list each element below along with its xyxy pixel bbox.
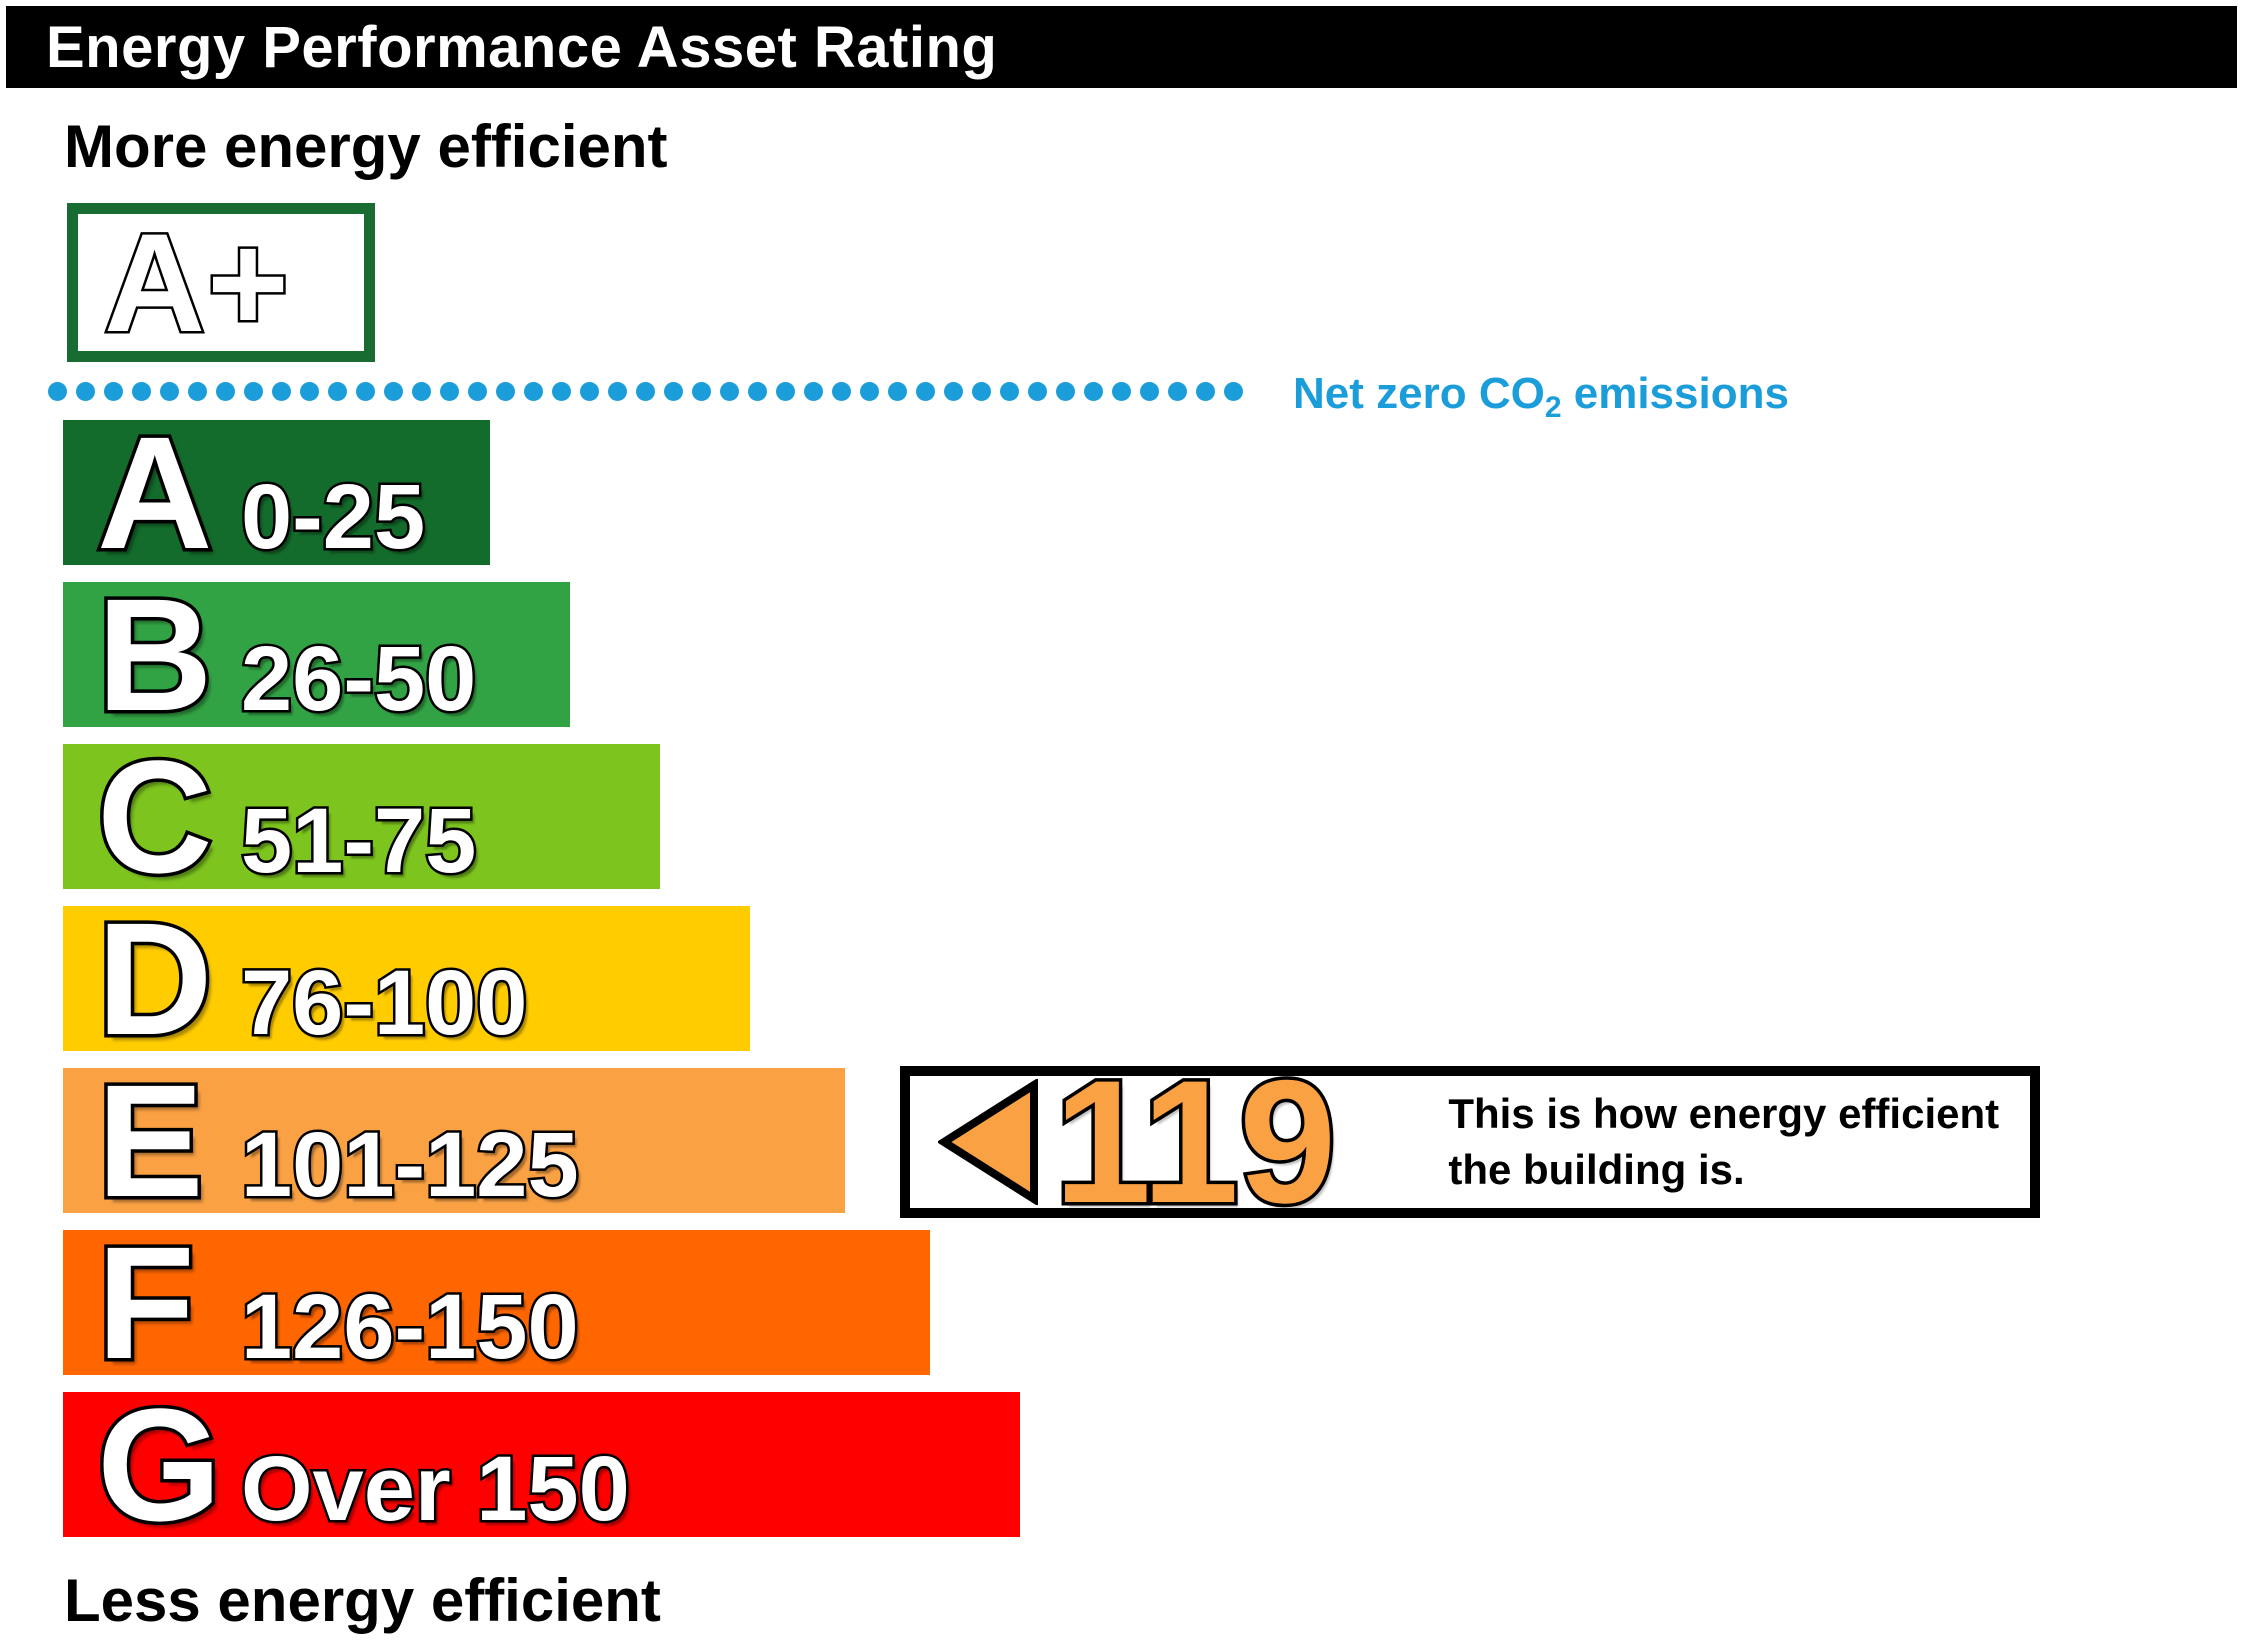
current-rating-note-line1: This is how energy efficient <box>1448 1090 2000 1137</box>
dot <box>580 381 599 401</box>
band-e: E 101-125 <box>63 1051 845 1230</box>
less-efficient-label: Less energy efficient <box>64 1567 661 1634</box>
band-grade-label: G <box>94 1375 225 1554</box>
dot <box>1056 381 1075 401</box>
band-range-label: Over 150 <box>239 1436 633 1543</box>
net-zero-row: Net zero CO2 emissions <box>48 372 1789 423</box>
dot <box>384 381 403 401</box>
band-grade-label: C <box>94 727 217 906</box>
net-zero-label-pre: Net zero CO <box>1293 369 1545 418</box>
net-zero-label: Net zero CO2 emissions <box>1293 369 1789 423</box>
band-f: F 126-150 <box>63 1213 930 1392</box>
dot <box>972 381 991 401</box>
band-g: G Over 150 <box>63 1375 1020 1554</box>
dot <box>636 381 655 401</box>
dot <box>48 381 67 401</box>
dot <box>888 381 907 401</box>
dot <box>496 381 515 401</box>
dot <box>160 381 179 401</box>
band-a: A 0-25 <box>63 403 490 582</box>
band-range-label: 0-25 <box>238 464 427 571</box>
dot <box>104 381 123 401</box>
page-title: Energy Performance Asset Rating <box>46 14 998 80</box>
dot <box>132 381 151 401</box>
net-zero-dotted-line <box>48 381 1243 401</box>
dot <box>356 381 375 401</box>
dot <box>188 381 207 401</box>
band-range-label: 26-50 <box>238 626 478 733</box>
dot <box>1224 381 1243 401</box>
band-a-plus-label: A+ <box>102 203 292 361</box>
dot <box>244 381 263 401</box>
dot <box>272 381 291 401</box>
current-rating-note-line2: the building is. <box>1448 1146 1745 1193</box>
dot <box>1140 381 1159 401</box>
dot <box>832 381 851 401</box>
dot <box>748 381 767 401</box>
current-rating-indicator: 119 This is how energy efficient the bui… <box>900 1051 2040 1233</box>
band-a-plus: A+ <box>67 203 375 362</box>
dot <box>468 381 487 401</box>
more-efficient-label: More energy efficient <box>64 113 668 180</box>
dot <box>524 381 543 401</box>
band-range-label: 76-100 <box>238 950 529 1057</box>
current-rating-note: This is how energy efficient the buildin… <box>1448 1086 1999 1198</box>
dot <box>76 381 95 401</box>
band-grade-label: A <box>94 403 217 582</box>
band-grade-label: D <box>94 889 217 1068</box>
dot <box>1028 381 1047 401</box>
dot <box>1168 381 1187 401</box>
dot <box>552 381 571 401</box>
dot <box>860 381 879 401</box>
dot <box>720 381 739 401</box>
band-grade-label: E <box>94 1051 208 1230</box>
header-bar: Energy Performance Asset Rating <box>6 6 2237 88</box>
dot <box>300 381 319 401</box>
band-b: B 26-50 <box>63 565 570 744</box>
band-d: D 76-100 <box>63 889 750 1068</box>
left-arrow-icon <box>938 1079 1038 1205</box>
dot <box>608 381 627 401</box>
dot <box>776 381 795 401</box>
dot <box>1112 381 1131 401</box>
band-grade-label: F <box>94 1213 199 1392</box>
dot <box>1196 381 1215 401</box>
dot <box>916 381 935 401</box>
band-c: C 51-75 <box>63 727 660 906</box>
rating-bars: A 0-25 B 26-50 C 51-75 D 76-100 E 101-125 F 126-150… <box>63 403 1020 1554</box>
current-rating-value: 119 <box>1050 1044 1339 1240</box>
dot <box>804 381 823 401</box>
dot <box>944 381 963 401</box>
band-range-label: 126-150 <box>239 1274 582 1381</box>
dot <box>328 381 347 401</box>
band-grade-label: B <box>94 565 217 744</box>
dot <box>664 381 683 401</box>
dot <box>692 381 711 401</box>
dot <box>1084 381 1103 401</box>
band-range-label: 101-125 <box>239 1112 582 1219</box>
dot <box>440 381 459 401</box>
dot <box>412 381 431 401</box>
dot <box>216 381 235 401</box>
net-zero-label-subscript: 2 <box>1544 391 1562 424</box>
band-range-label: 51-75 <box>238 788 478 895</box>
dot <box>1000 381 1019 401</box>
net-zero-label-post: emissions <box>1561 369 1789 418</box>
